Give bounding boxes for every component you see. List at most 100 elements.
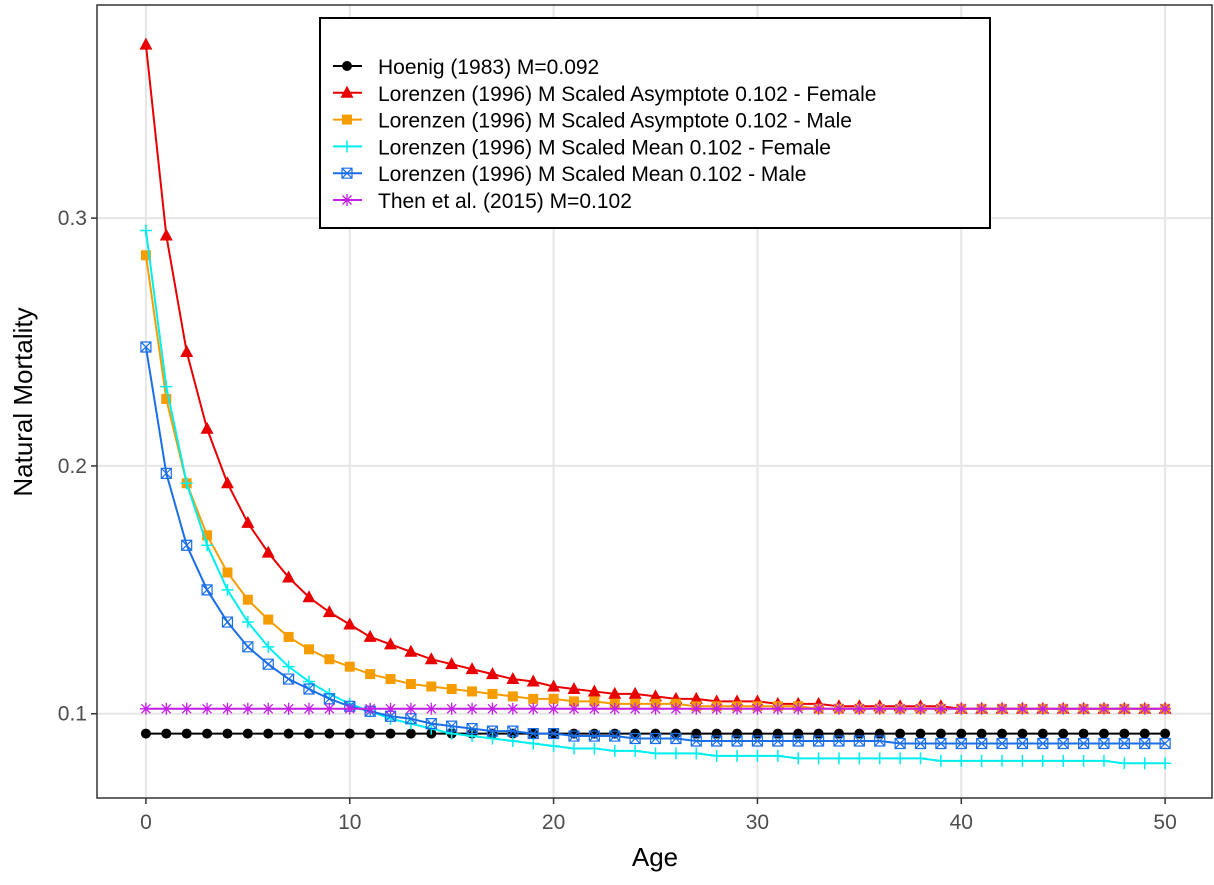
point (202, 530, 213, 541)
point (486, 725, 499, 737)
point (139, 37, 153, 50)
point (935, 728, 946, 739)
point (384, 702, 397, 715)
point (568, 728, 579, 739)
point (1036, 754, 1049, 767)
point (1078, 728, 1089, 739)
point (160, 702, 173, 715)
y-tick-label: 0.3 (58, 207, 87, 230)
point (263, 728, 274, 739)
point (588, 742, 601, 755)
point (222, 728, 233, 739)
point (486, 732, 499, 745)
point (1098, 728, 1109, 739)
series-line (144, 255, 1166, 710)
point (302, 590, 316, 603)
point (181, 539, 193, 551)
point (262, 658, 274, 670)
point (589, 728, 600, 739)
point (324, 728, 335, 739)
point (282, 660, 295, 673)
point (404, 702, 417, 715)
point (710, 749, 723, 762)
point (568, 696, 579, 707)
point (365, 669, 376, 680)
point (690, 747, 703, 760)
legend-marker (342, 61, 352, 71)
point (467, 686, 478, 697)
point (547, 679, 561, 692)
point (506, 702, 519, 715)
point (466, 723, 478, 735)
point (241, 702, 254, 715)
point (1077, 754, 1090, 767)
point (201, 539, 214, 552)
point (385, 674, 396, 685)
point (1016, 754, 1029, 767)
point (180, 702, 193, 715)
point (996, 754, 1009, 767)
point (262, 702, 275, 715)
point (343, 702, 356, 715)
x-tick-label: 20 (542, 811, 565, 834)
point (486, 702, 499, 715)
point (303, 644, 314, 655)
x-axis-title: Age (632, 842, 678, 872)
point (873, 752, 886, 765)
point (1159, 757, 1172, 770)
point (588, 730, 600, 742)
point (1077, 702, 1090, 715)
point (242, 594, 253, 605)
point (772, 735, 784, 747)
point (221, 616, 234, 628)
point (567, 742, 580, 755)
series (139, 224, 1172, 770)
point (915, 728, 926, 739)
point (609, 730, 621, 742)
point (526, 674, 540, 687)
point (547, 702, 560, 715)
point (201, 702, 214, 715)
legend-marker (341, 194, 353, 206)
series-line (144, 346, 1166, 745)
point (404, 644, 418, 657)
y-tick-label: 0.2 (58, 455, 87, 478)
point (466, 702, 479, 715)
point (588, 702, 601, 715)
point (731, 735, 743, 747)
plot-border (96, 4, 1213, 799)
point (628, 686, 642, 699)
legend-label: Hoenig (1983) M=0.092 (378, 56, 599, 79)
point (283, 728, 294, 739)
point (324, 654, 335, 665)
point (1118, 757, 1131, 770)
point (853, 752, 866, 765)
point (140, 728, 151, 739)
point (1097, 702, 1110, 715)
point (344, 728, 355, 739)
point (282, 702, 295, 715)
point (445, 702, 458, 715)
point (997, 728, 1008, 739)
point (955, 702, 968, 715)
point (140, 250, 151, 261)
point (935, 737, 947, 750)
legend-marker (341, 167, 353, 179)
point (873, 702, 886, 715)
point (934, 702, 947, 715)
legend-box (319, 17, 991, 229)
point (140, 341, 152, 353)
point (180, 477, 193, 490)
point (507, 691, 518, 702)
point (302, 702, 315, 715)
point (669, 702, 682, 715)
y-axis-title: Natural Mortality (8, 307, 38, 496)
legend-marker (341, 140, 353, 153)
legend-label: Lorenzen (1996) M Scaled Asymptote 0.102… (378, 110, 852, 133)
point (649, 702, 662, 715)
point (751, 749, 764, 762)
point (874, 735, 886, 747)
point (792, 702, 805, 715)
point (567, 681, 581, 694)
point (1118, 702, 1131, 715)
